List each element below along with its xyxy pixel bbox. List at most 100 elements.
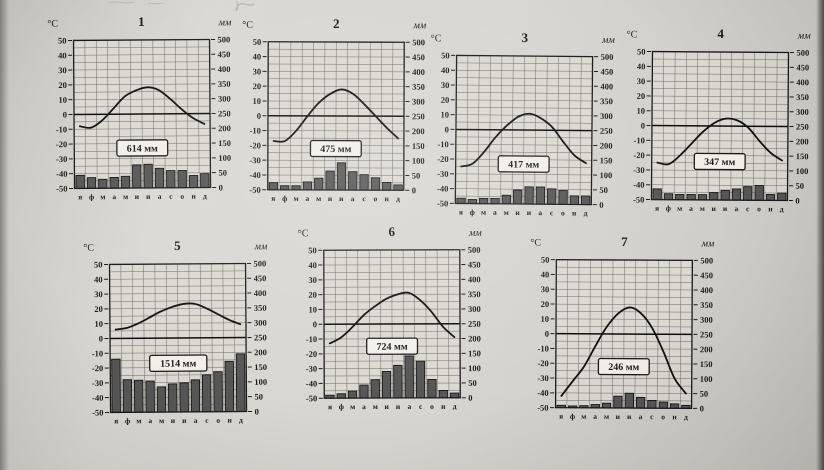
svg-text:н: н [572,208,577,217]
precip-bar [347,390,358,399]
temp-unit-label: °C [530,238,541,249]
svg-text:50: 50 [541,255,550,265]
precip-bar [166,170,176,189]
svg-text:а: а [639,412,643,421]
svg-text:40: 40 [253,52,262,62]
precip-bar [427,378,437,399]
svg-text:30: 30 [94,289,103,299]
svg-text:40: 40 [94,274,103,284]
svg-text:ф: ф [470,208,475,217]
climate-chart-2: 50 40 30 20 10 0 -10 -20 -30 -40 -50 500 450 400 350 30… [232,12,433,211]
svg-text:400: 400 [796,77,809,87]
svg-text:-20: -20 [537,358,548,368]
svg-text:450: 450 [412,52,425,62]
svg-text:300: 300 [796,107,809,117]
svg-text:о: о [757,204,761,213]
svg-text:0: 0 [63,109,67,119]
svg-text:20: 20 [94,304,103,314]
svg-text:-30: -30 [249,155,260,165]
precip-bar [490,197,500,205]
svg-text:-10: -10 [437,139,448,149]
temp-unit-label: °C [83,243,94,254]
precip-bar [652,188,662,201]
svg-text:д: д [584,209,588,218]
svg-text:я: я [78,192,82,201]
svg-text:0: 0 [99,333,103,343]
precip-bar [359,174,369,191]
svg-text:а: а [305,194,309,203]
svg-text:724 мм: 724 мм [377,342,408,353]
plot-frame [554,259,694,410]
precip-bar [111,358,121,413]
svg-text:0: 0 [313,319,317,329]
svg-text:-30: -30 [92,378,103,388]
precip-bar [190,379,201,413]
precip-unit-label: мм [601,35,615,46]
svg-text:250: 250 [468,319,481,329]
svg-text:300: 300 [254,318,267,328]
temp-unit-label: °C [298,228,309,239]
svg-text:250: 250 [600,126,613,136]
svg-text:а: а [351,194,355,203]
svg-text:д: д [684,412,688,421]
svg-text:-40: -40 [56,169,67,179]
svg-text:200: 200 [468,333,481,343]
precip-bar [177,170,187,189]
svg-text:и: и [515,208,520,217]
precip-bar [658,401,668,409]
svg-text:-30: -30 [306,364,317,374]
svg-text:450: 450 [796,62,809,72]
svg-text:а: а [158,192,162,201]
climate-chart-6: 50 40 30 20 10 0 -10 -20 -30 -40 -50 500 450 400 350 30… [288,220,489,419]
svg-text:40: 40 [308,260,317,270]
svg-text:а: а [689,204,693,213]
svg-text:100: 100 [700,374,713,384]
svg-text:450: 450 [218,49,231,59]
precipitation-bars [111,353,246,413]
svg-text:я: я [271,194,275,203]
svg-text:м: м [504,208,509,217]
svg-text:о: о [561,208,565,217]
precip-bar [132,164,142,189]
svg-text:40: 40 [541,269,550,279]
precip-bar [601,402,612,409]
svg-text:150: 150 [412,141,425,151]
climograph-svg: 50403020100-10-20-30-40-5050045040035030… [627,26,812,214]
chart-title: 5 [174,238,181,253]
svg-text:50: 50 [441,50,450,60]
svg-text:400: 400 [218,64,231,74]
precip-bar [179,382,189,413]
temperature-curve [560,306,687,397]
svg-text:а: а [493,208,497,217]
svg-text:м: м [316,194,321,203]
total-precip-callout: 475 мм [309,139,362,158]
svg-text:-50: -50 [92,407,103,417]
svg-text:500: 500 [601,52,614,62]
svg-text:100: 100 [218,153,231,163]
chart-title: 7 [621,234,628,249]
precip-bar [624,392,635,409]
svg-text:500: 500 [412,37,425,47]
precip-bar [754,185,764,201]
precip-bar [765,193,776,201]
precip-bar [145,380,155,413]
climograph-svg: 50403020100-10-20-30-40-5050045040035030… [530,234,715,421]
svg-text:-10: -10 [538,343,549,353]
precip-bar [133,379,144,413]
svg-text:-50: -50 [56,183,67,193]
svg-text:50: 50 [218,168,227,178]
svg-text:400: 400 [254,288,267,298]
svg-text:250: 250 [254,332,267,342]
svg-text:-30: -30 [537,373,548,383]
temperature-curve [328,291,456,345]
svg-text:а: а [538,208,542,217]
svg-text:500: 500 [253,258,266,268]
total-precip-callout: 724 мм [366,337,419,355]
svg-text:и: и [171,416,176,425]
photo-left-shadow [0,0,9,470]
svg-text:10: 10 [253,96,262,106]
